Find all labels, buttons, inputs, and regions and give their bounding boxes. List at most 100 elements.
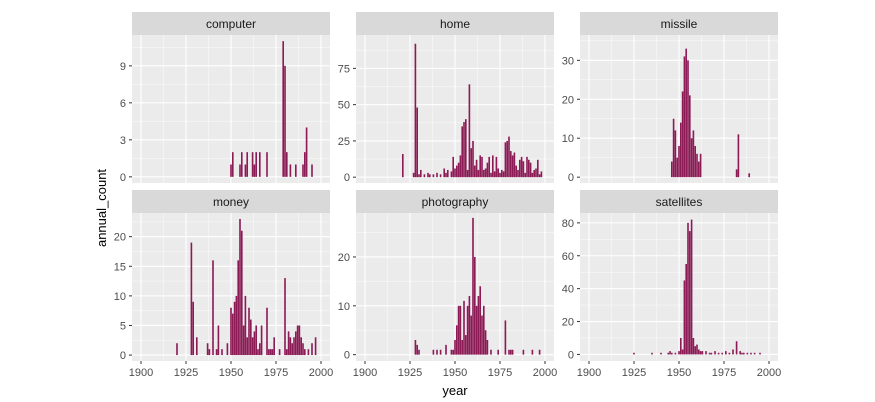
bar-photography-1928 [414, 340, 417, 355]
bar-missile-1954 [685, 48, 688, 178]
bar-money-1973 [271, 349, 274, 356]
bar-satellites-1988 [746, 352, 749, 355]
bar-money-1963 [253, 331, 256, 356]
bar-photography-1965 [481, 315, 483, 355]
bar-photography-1959 [470, 315, 473, 355]
bar-computer-1990 [302, 164, 304, 177]
bar-missile-1983 [737, 134, 740, 178]
bar-satellites-1952 [681, 349, 684, 355]
bar-photography-1951 [455, 325, 458, 355]
bar-home-1982 [511, 155, 514, 178]
bar-home-1964 [479, 155, 482, 178]
bar-satellites-1992 [753, 352, 756, 355]
bar-money-1981 [285, 349, 288, 356]
x-tick-label: 2000 [309, 367, 333, 379]
facet-money: money 0 5 10 15 20 1900 1925 1950 1975 2000 [114, 190, 333, 379]
bar-satellites-1965 [705, 351, 707, 355]
bar-computer-1986 [294, 164, 297, 177]
bar-home-1927 [412, 172, 415, 178]
bar-home-1978 [504, 142, 507, 178]
strip-missile [580, 12, 778, 35]
bar-computer-1964 [255, 152, 258, 177]
bar-money-1928 [190, 242, 193, 356]
bar-satellites-1961 [697, 349, 700, 355]
bar-missile-1960 [696, 153, 698, 178]
y-axis-title: annual_count [94, 169, 109, 247]
bar-money-1957 [242, 325, 245, 356]
y-tick-label: 25 [338, 136, 350, 148]
bar-money-1984 [291, 343, 294, 356]
bar-satellites-1970 [714, 351, 716, 355]
bar-missile-1951 [679, 122, 682, 178]
bar-home-1968 [486, 162, 489, 178]
bar-home-1957 [466, 169, 469, 178]
bar-home-1972 [493, 171, 496, 178]
bar-satellites-1953 [683, 280, 686, 355]
bar-photography-1945 [445, 344, 447, 355]
facet-satellites: satellites 0 20 40 60 80 1900 1925 1950 1975 2000 [562, 190, 781, 379]
bar-satellites-1990 [750, 352, 752, 355]
bar-computer-1992 [305, 127, 308, 177]
bar-money-1942 [215, 349, 218, 356]
y-tick-label: 5 [120, 320, 126, 332]
facet-home: home 0 25 50 75 [338, 12, 554, 184]
y-tick-label: 50 [338, 100, 350, 112]
bar-photography-1952 [457, 305, 460, 355]
bar-home-1962 [475, 159, 478, 178]
x-tick-label: 1925 [174, 367, 198, 379]
bar-home-1931 [419, 169, 422, 178]
bar-home-1965 [481, 156, 483, 178]
bar-money-1995 [311, 343, 313, 356]
bar-money-1966 [258, 343, 261, 356]
bar-photography-1958 [468, 296, 471, 355]
strip-label-money: money [213, 195, 249, 209]
bar-photography-1960 [472, 217, 474, 355]
x-tick-label: 1950 [667, 367, 691, 379]
bar-money-1971 [267, 349, 270, 356]
bar-computer-1970 [266, 152, 268, 177]
bar-home-1989 [524, 172, 527, 178]
y-tick-label: 6 [120, 98, 126, 110]
bar-money-1990 [302, 343, 304, 356]
bar-home-1930 [418, 174, 420, 178]
bar-photography-1968 [486, 340, 489, 355]
bar-home-1949 [452, 156, 455, 178]
y-tick-label: 3 [120, 135, 126, 147]
bar-home-1981 [509, 151, 512, 178]
bar-missile-1989 [748, 173, 751, 178]
x-tick-label: 1975 [264, 367, 288, 379]
bar-photography-1940 [436, 349, 438, 355]
bar-money-1980 [284, 278, 286, 356]
strip-home [356, 12, 554, 35]
bar-photography-1978 [504, 320, 507, 355]
bar-satellites-1945 [669, 351, 671, 355]
bar-photography-1993 [531, 349, 534, 355]
bar-home-1933 [423, 174, 426, 178]
bar-money-1948 [226, 343, 229, 356]
bar-home-1974 [497, 168, 500, 178]
bar-satellites-1962 [699, 351, 702, 355]
y-tick-label: 15 [114, 261, 126, 273]
bar-home-1995 [535, 168, 537, 178]
bar-home-1938 [432, 174, 435, 178]
bar-home-1994 [533, 169, 536, 178]
bar-photography-1970 [490, 349, 492, 355]
bar-photography-1950 [454, 340, 456, 355]
bar-photography-1948 [450, 349, 453, 355]
y-tick-label: 10 [338, 301, 350, 313]
bar-missile-1946 [670, 161, 673, 178]
bar-home-1940 [436, 172, 438, 178]
bar-home-1958 [468, 84, 471, 178]
bar-photography-1956 [464, 335, 467, 355]
strip-label-missile: missile [661, 17, 698, 31]
bar-photography-1938 [432, 349, 435, 355]
facet-computer: computer 0 3 6 9 [120, 12, 330, 184]
x-tick-label: 2000 [757, 367, 781, 379]
bar-computer-1980 [284, 65, 286, 177]
y-tick-label: 0 [568, 349, 574, 361]
bar-home-1956 [464, 119, 467, 178]
bar-computer-1966 [258, 152, 261, 177]
bar-photography-1929 [416, 344, 419, 355]
bar-home-1988 [522, 161, 525, 178]
